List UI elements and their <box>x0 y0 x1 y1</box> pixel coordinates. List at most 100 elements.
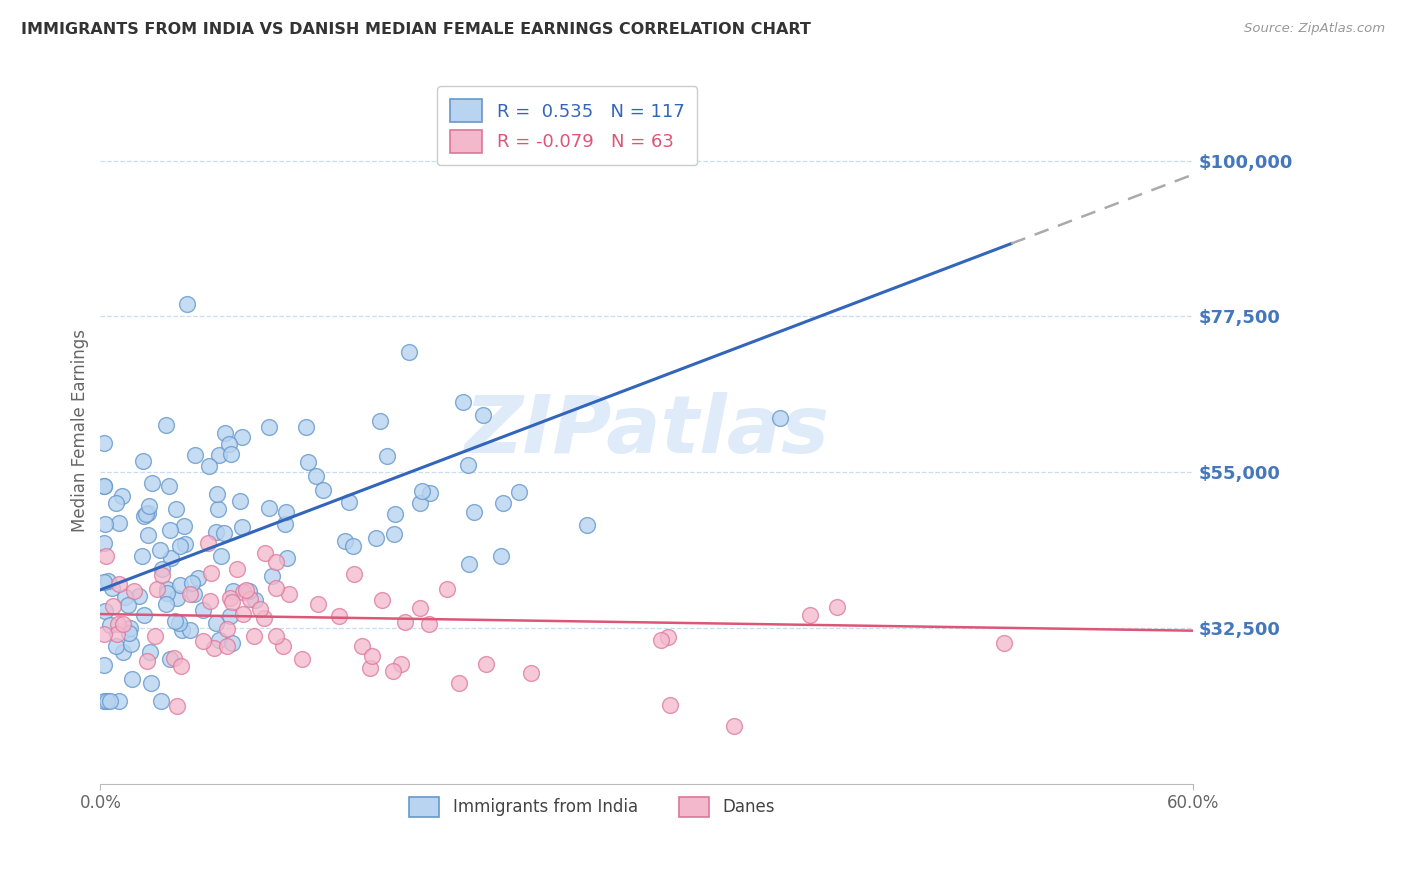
Point <box>219 591 242 605</box>
Point <box>108 693 131 707</box>
Point <box>215 622 238 636</box>
Point <box>291 652 314 666</box>
Point <box>238 584 260 599</box>
Point <box>179 624 201 638</box>
Point <box>274 517 297 532</box>
Point <box>149 693 172 707</box>
Point <box>135 507 157 521</box>
Point <box>371 593 394 607</box>
Point <box>463 505 485 519</box>
Point <box>207 501 229 516</box>
Point <box>205 487 228 501</box>
Point <box>491 549 513 563</box>
Point <box>180 576 202 591</box>
Point <box>658 698 681 713</box>
Point <box>337 495 360 509</box>
Point <box>209 549 232 564</box>
Point <box>232 585 254 599</box>
Point <box>359 660 381 674</box>
Point <box>232 607 254 621</box>
Point <box>155 597 177 611</box>
Point <box>253 546 276 560</box>
Point <box>197 458 219 473</box>
Point <box>295 420 318 434</box>
Point <box>174 537 197 551</box>
Point <box>333 533 356 548</box>
Point <box>277 587 299 601</box>
Point <box>100 581 122 595</box>
Point <box>132 509 155 524</box>
Point <box>297 455 319 469</box>
Text: Source: ZipAtlas.com: Source: ZipAtlas.com <box>1244 22 1385 36</box>
Point <box>212 525 235 540</box>
Point <box>311 483 333 497</box>
Point <box>657 630 679 644</box>
Point <box>139 645 162 659</box>
Legend: Immigrants from India, Danes: Immigrants from India, Danes <box>401 789 783 825</box>
Point <box>131 549 153 563</box>
Point <box>447 676 470 690</box>
Point <box>143 629 166 643</box>
Point <box>825 599 848 614</box>
Point <box>218 437 240 451</box>
Point <box>409 601 432 615</box>
Point <box>134 607 156 622</box>
Point <box>184 448 207 462</box>
Point <box>377 449 399 463</box>
Point <box>139 675 162 690</box>
Point <box>576 517 599 532</box>
Point <box>103 599 125 613</box>
Point <box>169 616 191 631</box>
Point <box>112 617 135 632</box>
Point <box>222 584 245 599</box>
Point <box>111 489 134 503</box>
Point <box>122 583 145 598</box>
Point <box>231 430 253 444</box>
Point <box>266 581 288 595</box>
Point <box>93 627 115 641</box>
Point <box>114 590 136 604</box>
Point <box>229 494 252 508</box>
Point <box>198 594 221 608</box>
Point <box>169 539 191 553</box>
Point <box>159 523 181 537</box>
Point <box>93 575 115 590</box>
Point <box>475 657 498 671</box>
Point <box>342 540 364 554</box>
Point <box>723 719 745 733</box>
Point <box>276 551 298 566</box>
Point <box>136 654 159 668</box>
Point <box>352 639 374 653</box>
Point <box>107 617 129 632</box>
Point <box>179 587 201 601</box>
Point <box>273 639 295 653</box>
Point <box>150 562 173 576</box>
Point <box>249 602 271 616</box>
Point <box>520 666 543 681</box>
Point <box>418 486 440 500</box>
Point <box>221 636 243 650</box>
Point <box>768 411 790 425</box>
Point <box>328 609 350 624</box>
Point <box>650 633 672 648</box>
Point <box>205 615 228 630</box>
Y-axis label: Median Female Earnings: Median Female Earnings <box>72 329 89 533</box>
Point <box>93 536 115 550</box>
Point <box>170 623 193 637</box>
Point <box>457 458 479 472</box>
Point <box>166 699 188 714</box>
Point <box>276 505 298 519</box>
Point <box>120 637 142 651</box>
Point <box>226 562 249 576</box>
Point <box>98 693 121 707</box>
Point <box>307 597 329 611</box>
Point <box>993 636 1015 650</box>
Point <box>200 566 222 581</box>
Point <box>204 525 226 540</box>
Text: ZIPatlas: ZIPatlas <box>464 392 830 469</box>
Point <box>214 425 236 440</box>
Point <box>191 603 214 617</box>
Point <box>262 569 284 583</box>
Point <box>120 622 142 636</box>
Point <box>96 549 118 563</box>
